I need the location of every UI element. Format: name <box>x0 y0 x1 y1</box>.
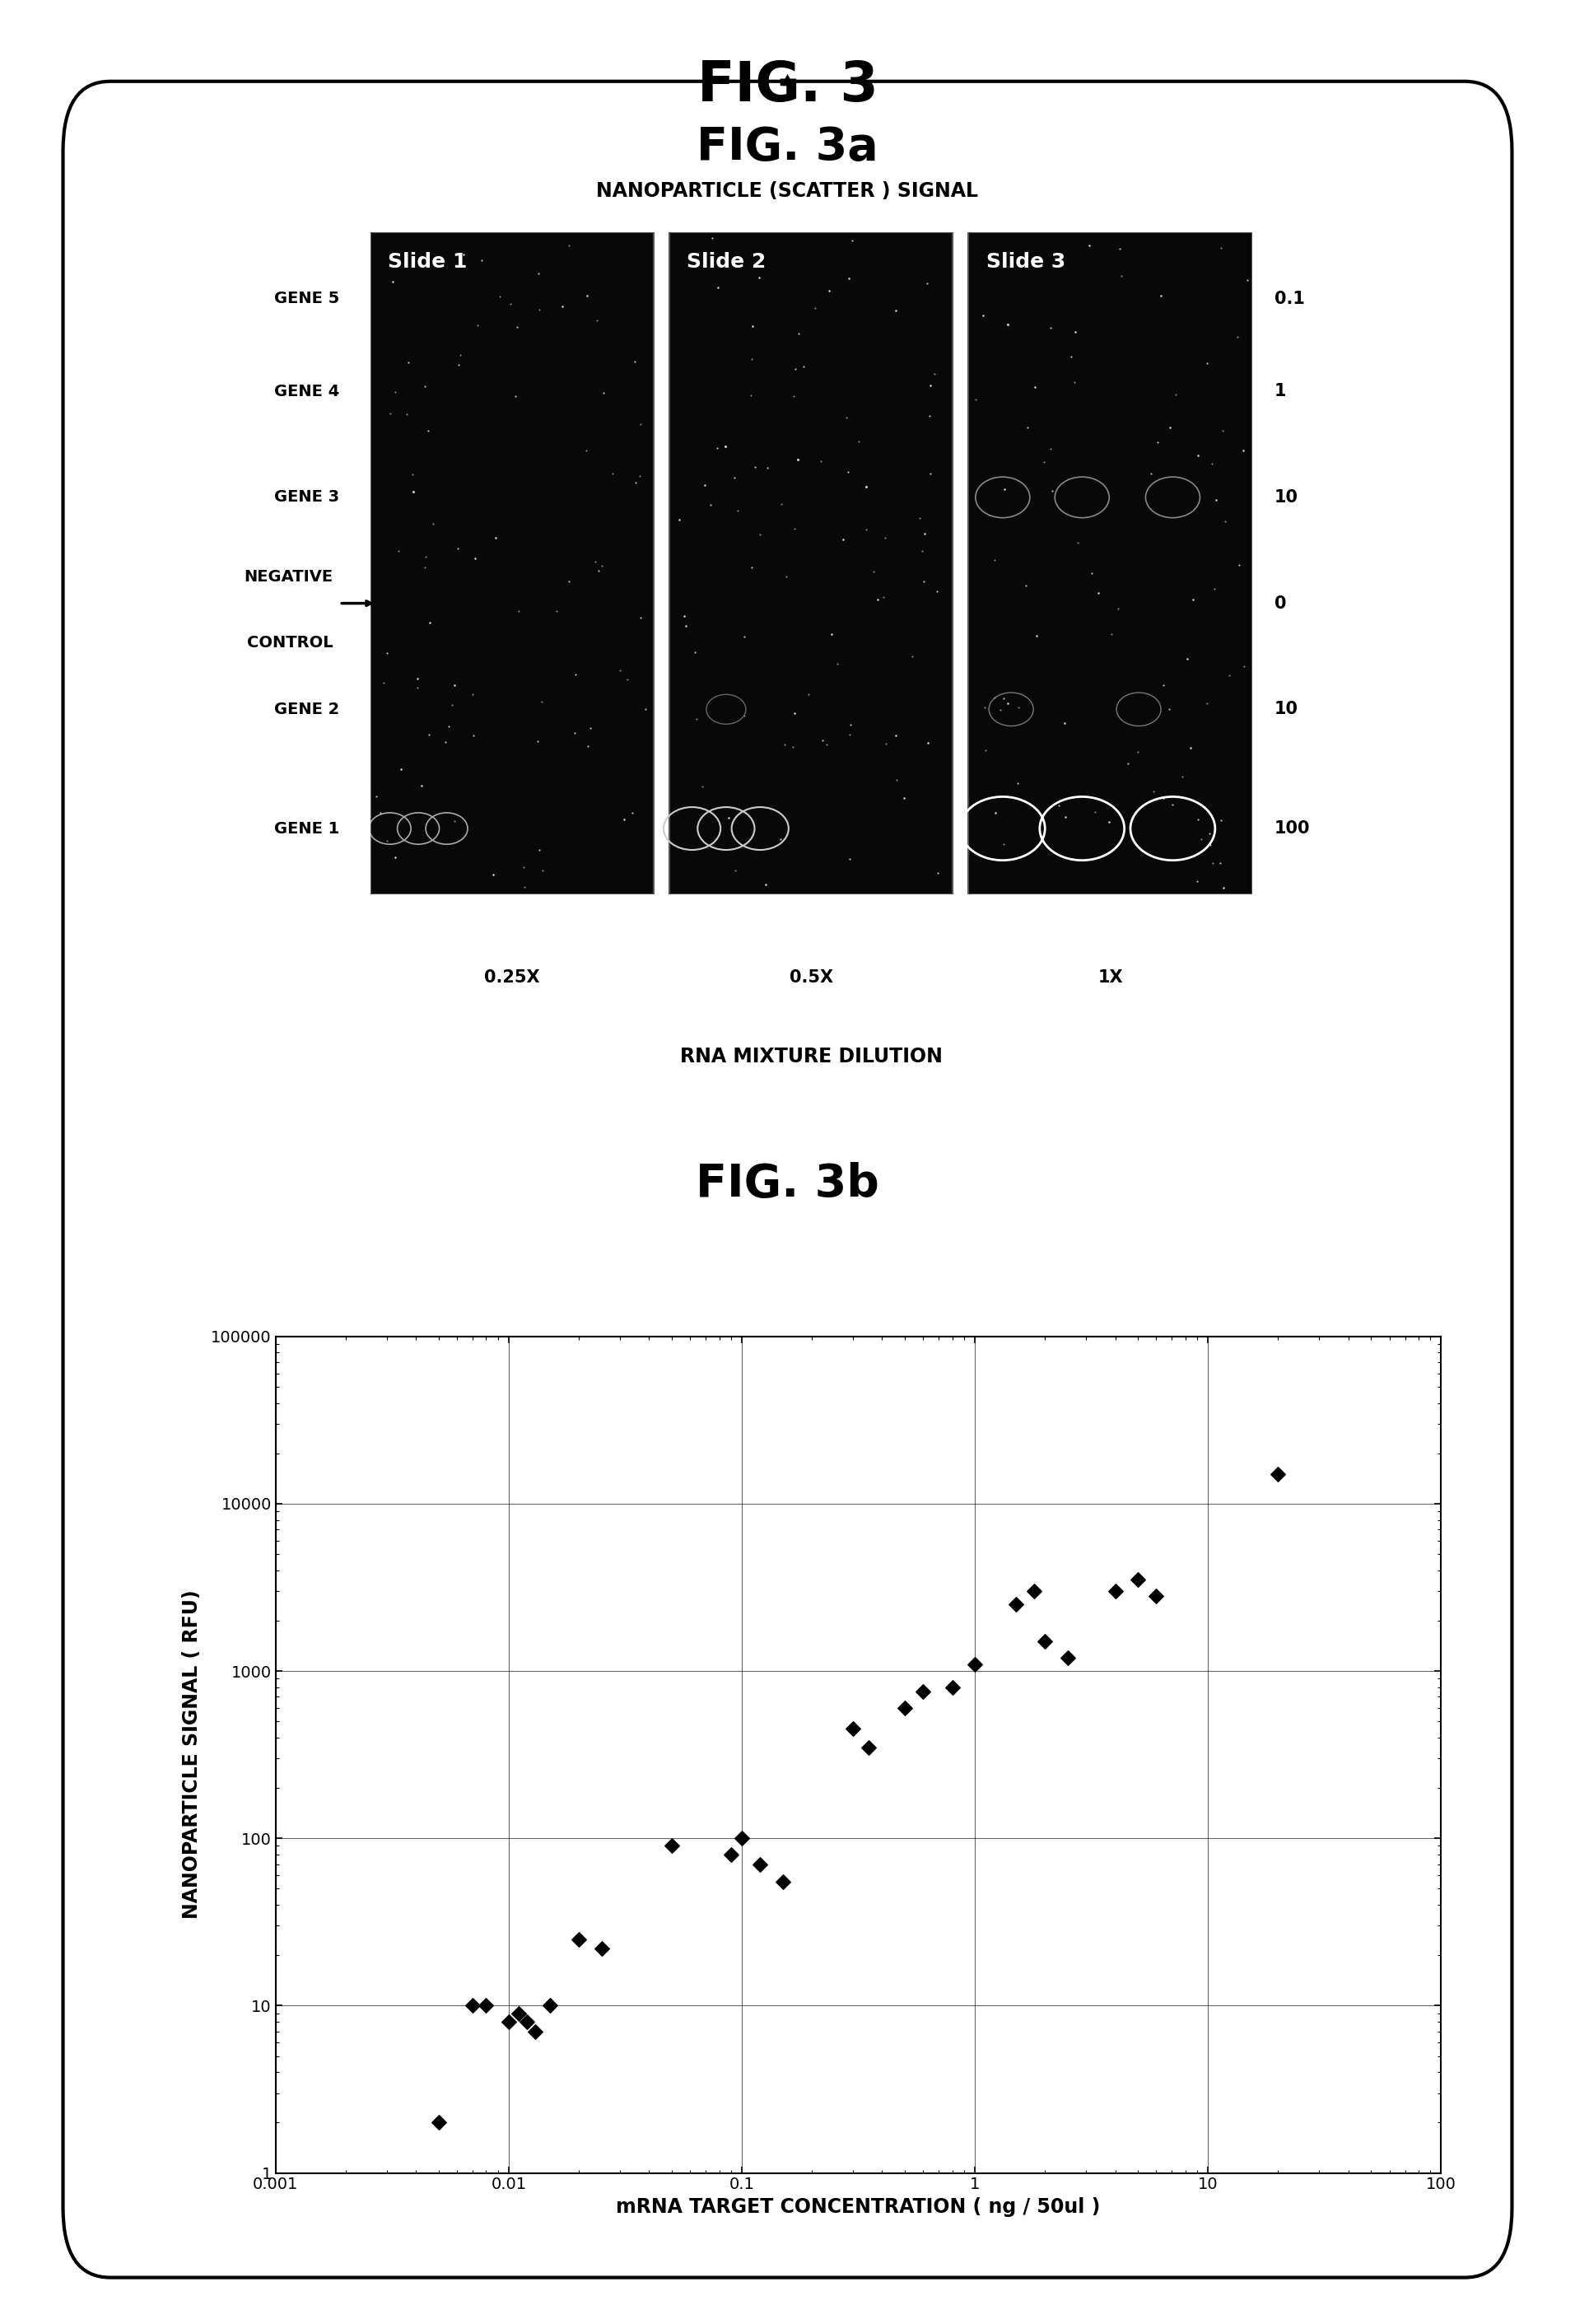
Point <box>1033 1622 1058 1659</box>
Point <box>658 1827 684 1864</box>
Text: NEGATIVE: NEGATIVE <box>244 569 334 586</box>
Text: 100: 100 <box>1274 820 1310 837</box>
Text: NANOPARTICLE (SCATTER ) SIGNAL: NANOPARTICLE (SCATTER ) SIGNAL <box>597 181 978 202</box>
Point <box>567 1920 592 1957</box>
Text: FIG. 3b: FIG. 3b <box>696 1162 879 1206</box>
Point <box>1143 1578 1169 1615</box>
FancyBboxPatch shape <box>969 232 1252 895</box>
Text: CONTROL: CONTROL <box>247 634 334 651</box>
Point <box>718 1836 743 1873</box>
Point <box>537 1987 562 2024</box>
Point <box>460 1987 485 2024</box>
Text: 10: 10 <box>1274 488 1298 507</box>
Point <box>1003 1585 1028 1622</box>
Point <box>1125 1562 1150 1599</box>
Point <box>729 1820 754 1857</box>
Point <box>523 2013 548 2050</box>
Point <box>940 1669 965 1706</box>
Text: GENE 5: GENE 5 <box>274 290 339 307</box>
Text: 10: 10 <box>1274 702 1298 718</box>
FancyBboxPatch shape <box>370 232 654 895</box>
Point <box>589 1929 614 1966</box>
X-axis label: mRNA TARGET CONCENTRATION ( ng / 50ul ): mRNA TARGET CONCENTRATION ( ng / 50ul ) <box>616 2196 1101 2217</box>
Text: GENE 2: GENE 2 <box>274 702 339 718</box>
Point <box>891 1690 917 1727</box>
Text: 1X: 1X <box>1098 969 1123 985</box>
Point <box>1102 1573 1128 1611</box>
Point <box>910 1673 936 1710</box>
Point <box>474 1987 499 2024</box>
Text: GENE 3: GENE 3 <box>274 490 339 504</box>
Text: Slide 3: Slide 3 <box>986 253 1066 272</box>
Text: 0.25X: 0.25X <box>484 969 540 985</box>
Y-axis label: NANOPARTICLE SIGNAL ( RFU): NANOPARTICLE SIGNAL ( RFU) <box>183 1590 202 1920</box>
Text: GENE 4: GENE 4 <box>274 383 339 400</box>
Text: FIG. 3a: FIG. 3a <box>696 125 879 170</box>
Point <box>857 1729 882 1766</box>
Point <box>770 1864 795 1901</box>
Text: Slide 1: Slide 1 <box>387 253 468 272</box>
FancyBboxPatch shape <box>669 232 953 895</box>
Point <box>425 2103 450 2140</box>
Point <box>1022 1573 1047 1611</box>
Text: 0.1: 0.1 <box>1274 290 1304 307</box>
Point <box>748 1845 773 1882</box>
Text: 0: 0 <box>1274 595 1287 611</box>
Text: 1: 1 <box>1274 383 1287 400</box>
Point <box>506 1994 531 2031</box>
Text: 0.5X: 0.5X <box>789 969 833 985</box>
Point <box>841 1710 866 1748</box>
Point <box>515 2003 540 2040</box>
Text: ▲: ▲ <box>781 72 794 86</box>
Point <box>496 2003 521 2040</box>
Point <box>1266 1455 1291 1492</box>
Point <box>962 1645 988 1683</box>
Text: Slide 2: Slide 2 <box>687 253 767 272</box>
Text: FIG. 3: FIG. 3 <box>698 58 877 112</box>
Point <box>1055 1638 1080 1676</box>
Text: GENE 1: GENE 1 <box>274 820 339 837</box>
Text: RNA MIXTURE DILUTION: RNA MIXTURE DILUTION <box>680 1046 942 1067</box>
